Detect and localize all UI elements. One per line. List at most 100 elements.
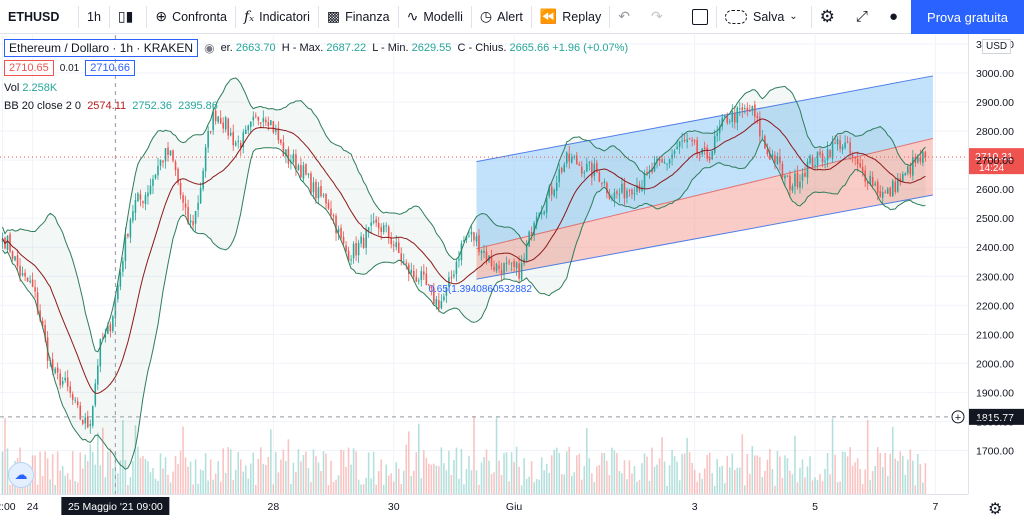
interval-button[interactable]: 1h [79,0,109,34]
candle [922,150,924,167]
candle [626,187,628,204]
settings-button[interactable]: ⚙ [812,0,848,34]
volume-bar [300,461,302,494]
fib-annotation-label[interactable]: 0.65(1.3940860532882 [428,284,532,295]
undo-icon: ↶ [618,8,630,24]
currency-badge[interactable]: USD [982,39,1012,54]
volume-bar [46,458,49,494]
snapshot-button[interactable]: ● [881,0,911,34]
ohlc-values: er. 2663.70 H - Max. 2687.22 L - Min. 26… [221,42,629,54]
volume-bar [345,466,347,494]
compare-button[interactable]: ⊕ Confronta [147,0,235,34]
sell-price-button[interactable]: 2710.65 [4,60,54,76]
candle [688,137,691,140]
candle [450,270,453,284]
candle [425,266,428,286]
crosshair-price-value: 1815.77 [976,412,1014,424]
volume-bar [64,475,66,494]
indicators-button[interactable]: fₓ Indicatori [236,0,318,34]
save-button[interactable]: Salva ⌄ [717,0,811,34]
volume-bar [799,467,801,494]
candle [693,139,696,145]
candle [899,173,902,186]
volume-bar [814,477,816,494]
chart-legend: Ethereum / Dollaro · 1h · KRAKEN ◉ er. 2… [4,38,628,112]
toolbar-divider [716,5,717,28]
eye-icon[interactable]: ◉ [204,41,215,55]
cloud-icon [725,9,747,24]
volume-bar [102,427,104,494]
price-axis[interactable] [968,34,1024,494]
axis-settings-icon[interactable]: ⚙ [988,501,1003,518]
tradingview-logo-icon[interactable]: ☁ [8,462,34,488]
candle [347,246,350,262]
candle [66,369,69,392]
candle [229,127,232,137]
volume-bar [56,451,59,494]
volume-bar [914,485,917,494]
channel-upper-line[interactable] [476,75,933,163]
candle [222,117,224,134]
volume-bar [413,470,415,494]
bollinger-upper-line[interactable] [2,77,926,353]
candle [907,163,909,176]
candle [345,241,347,252]
regression-channel[interactable] [476,75,934,280]
crosshair-price-badge [969,408,1024,425]
time-tick-label: 3 [692,501,698,513]
layout-button[interactable] [684,0,716,34]
volume-bar [611,447,613,494]
add-alert-icon[interactable] [951,410,965,424]
undo-button[interactable]: ↶ [610,0,643,34]
volume-legend[interactable]: Vol 2.258K [4,82,628,94]
candle [801,168,804,189]
free-trial-label: Prova gratuita [927,9,1008,25]
volume-bar [528,476,530,494]
time-axis[interactable] [0,494,968,520]
bollinger-basis-line[interactable] [2,118,926,394]
fullscreen-button[interactable]: ⤢ [848,0,881,34]
replay-button[interactable]: ⏪ Replay [532,0,609,34]
volume-bar [621,473,623,494]
candle [207,126,209,153]
candle [854,155,856,166]
volume-bar [107,451,109,494]
bollinger-lower-line[interactable] [2,138,926,470]
channel-lower-line[interactable] [476,194,933,280]
rewind-icon: ⏪ [539,8,558,24]
volume-bar [591,473,593,494]
volume-bar [84,454,87,494]
free-trial-button[interactable]: Prova gratuita [911,0,1024,34]
volume-bar [134,425,137,494]
volume-bar [29,483,31,494]
templates-button[interactable]: ∿ Modelli [399,0,471,34]
series-title[interactable]: Ethereum / Dollaro · 1h · KRAKEN [4,39,199,57]
redo-button[interactable]: ↷ [643,0,676,34]
volume-bar [661,437,663,494]
alert-button[interactable]: ◷ Alert [472,0,531,34]
volume-bar [74,480,77,494]
finance-button[interactable]: ▩ Finanza [319,0,398,34]
volume-bar [468,455,470,494]
chart-type-button[interactable]: ▯▮ [110,0,146,34]
volume-bar [224,472,227,494]
volume-bar [723,483,726,494]
volume-bar [510,452,513,494]
volume-bar [285,461,287,494]
candle [736,106,739,131]
volume-bar [483,457,485,494]
buy-price-button[interactable]: 2710.66 [85,60,135,76]
volume-bar [342,450,345,494]
volume-bar [523,458,525,494]
candle [64,371,66,383]
candle [766,143,769,157]
volume-bar [54,485,56,494]
candle [453,270,455,279]
volume-bar [420,478,423,494]
volume-bar [255,484,257,494]
candle [881,186,884,205]
bollinger-legend[interactable]: BB 20 close 2 0 2574.11 2752.36 2395.86 [4,100,628,112]
symbol-search-button[interactable]: ETHUSD [0,0,78,34]
